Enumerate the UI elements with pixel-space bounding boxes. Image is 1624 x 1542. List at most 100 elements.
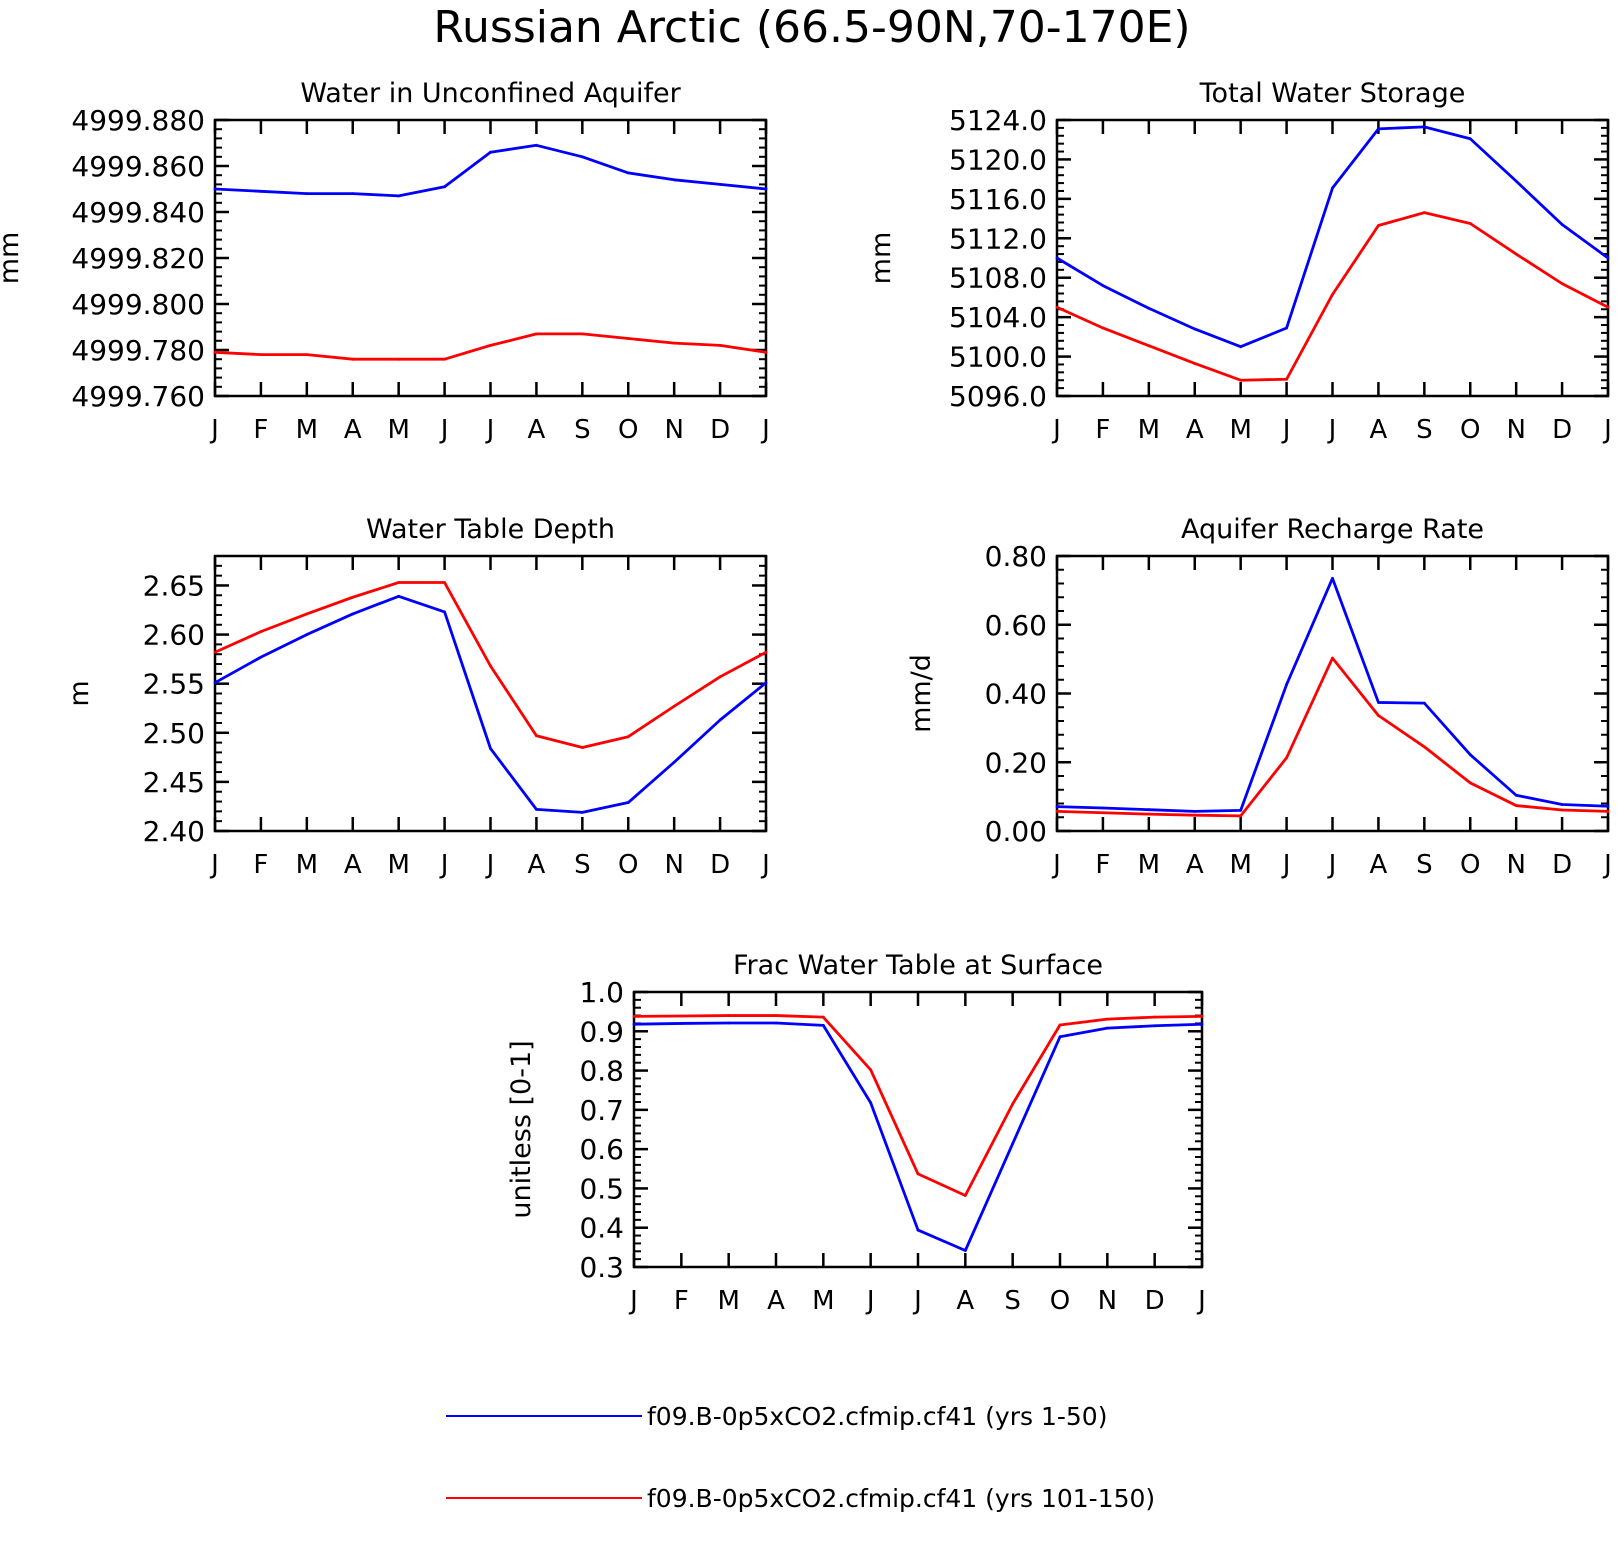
x-tick-label: M	[812, 1286, 834, 1316]
data-point	[632, 1014, 636, 1018]
data-point	[1514, 252, 1518, 256]
data-point	[916, 1228, 920, 1232]
data-point	[535, 807, 538, 811]
x-tick-label: M	[1138, 415, 1160, 445]
x-tick-label: D	[1145, 1286, 1165, 1316]
y-tick-label: 5096.0	[949, 380, 1047, 413]
series-line	[1056, 211, 1609, 382]
data-point	[1058, 1035, 1062, 1039]
data-point	[1514, 179, 1518, 183]
x-tick-label: J	[1051, 415, 1061, 445]
data-point	[1193, 813, 1197, 817]
data-point	[1147, 306, 1151, 310]
plot-frame	[213, 554, 768, 833]
data-point	[1147, 812, 1151, 816]
x-tick-label: M	[387, 850, 409, 880]
data-point	[1147, 344, 1151, 348]
y-tick-label: 1.0	[579, 976, 624, 1009]
legend-label: f09.B-0p5xCO2.cfmip.cf41 (yrs 101-150)	[647, 1484, 1155, 1513]
series-line	[1056, 576, 1609, 813]
data-point	[580, 332, 584, 336]
data-point	[626, 801, 630, 804]
y-tick-label: 5108.0	[949, 262, 1047, 295]
data-point	[1331, 186, 1334, 190]
x-tick-label: M	[1229, 415, 1251, 445]
y-tick-label: 5116.0	[949, 183, 1047, 216]
data-point	[580, 810, 584, 814]
y-tick-label: 5100.0	[949, 341, 1047, 374]
data-point	[869, 1101, 873, 1105]
x-tick-label: S	[574, 850, 591, 880]
data-point	[397, 581, 401, 584]
x-tick-label: A	[1186, 415, 1204, 445]
x-tick-label: N	[1506, 850, 1525, 880]
data-point	[1055, 256, 1059, 260]
plot-frame	[632, 990, 1204, 1269]
data-point	[1285, 326, 1288, 330]
y-axis-label: m	[64, 680, 95, 706]
series-line	[1056, 125, 1609, 349]
x-tick-label: A	[1370, 415, 1388, 445]
data-point	[351, 612, 355, 616]
x-tick-label: A	[344, 850, 362, 880]
x-tick-label: J	[485, 850, 495, 880]
data-point	[351, 595, 355, 599]
x-tick-label: F	[253, 850, 268, 880]
x-tick-label: O	[1460, 415, 1480, 445]
data-point	[1285, 756, 1288, 760]
data-point	[1560, 803, 1564, 806]
data-point	[1468, 781, 1472, 785]
data-point	[626, 171, 630, 175]
data-point	[1147, 808, 1151, 812]
x-tick-label: J	[439, 850, 449, 880]
x-tick-label: J	[1327, 415, 1337, 445]
x-tick-label: J	[209, 850, 219, 880]
data-point	[305, 612, 309, 616]
chart-panel: Frac Water Table at Surface unitless [0-1…	[506, 950, 1206, 1316]
y-tick-label: 0.7	[579, 1094, 624, 1127]
chart-title: Total Water Storage	[1199, 78, 1466, 109]
x-tick-label: J	[485, 415, 495, 445]
data-point	[1468, 753, 1472, 757]
data-point	[1285, 377, 1288, 381]
y-tick-label: 0.00	[985, 815, 1047, 848]
y-tick-label: 5124.0	[949, 104, 1047, 137]
x-tick-label: J	[1196, 1286, 1206, 1316]
data-point	[1468, 222, 1472, 225]
data-point	[727, 1021, 731, 1025]
data-point	[1101, 806, 1105, 810]
data-point	[1422, 125, 1426, 129]
x-tick-label: D	[1552, 415, 1572, 445]
data-point	[535, 332, 538, 336]
y-tick-label: 4999.780	[71, 334, 205, 367]
data-point	[1011, 1142, 1015, 1146]
data-point	[580, 155, 584, 159]
data-point	[1560, 808, 1564, 812]
data-point	[351, 192, 355, 196]
data-point	[774, 1014, 778, 1017]
data-point	[764, 681, 768, 685]
x-tick-label: S	[1416, 850, 1433, 880]
data-point	[672, 341, 676, 345]
data-point	[1560, 282, 1564, 286]
x-tick-label: F	[1095, 415, 1110, 445]
x-tick-label: J	[760, 415, 770, 445]
data-point	[764, 650, 768, 654]
data-point	[1422, 211, 1426, 215]
data-point	[1153, 1024, 1157, 1028]
data-point	[1606, 305, 1610, 309]
x-tick-label: F	[674, 1286, 689, 1316]
chart-title: Aquifer Recharge Rate	[1181, 514, 1484, 545]
x-tick-label: A	[528, 415, 546, 445]
series-line	[633, 1014, 1203, 1197]
data-point	[580, 746, 584, 749]
data-point	[259, 189, 263, 193]
data-point	[1193, 327, 1197, 331]
x-tick-label: A	[344, 415, 362, 445]
data-point	[1055, 810, 1059, 813]
data-point	[1105, 1017, 1109, 1021]
x-tick-label: O	[1460, 850, 1480, 880]
y-tick-label: 2.55	[143, 668, 205, 701]
